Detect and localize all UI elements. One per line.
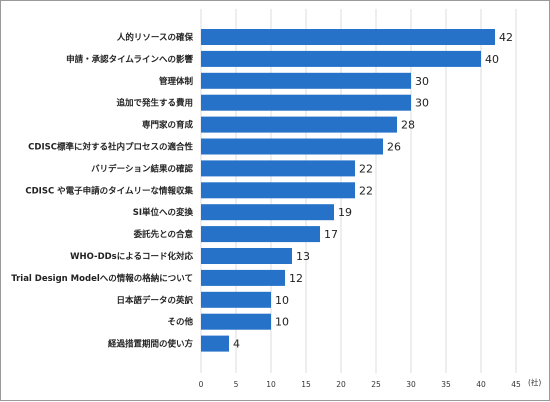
bar: [201, 72, 411, 89]
x-tick-labels: 0 5 10 15 20 25 30 35 40 45: [199, 380, 521, 389]
category-label: 管理体制: [159, 76, 194, 87]
bar: [201, 160, 355, 177]
x-axis-unit-label: (社): [528, 377, 541, 387]
category-label: 専門家の育成: [142, 120, 194, 131]
value-label: 30: [415, 75, 429, 88]
value-label: 10: [275, 316, 289, 329]
value-label: 13: [296, 250, 310, 263]
value-label: 19: [338, 206, 352, 219]
category-label: 申請・承認タイムラインへの影響: [66, 54, 193, 65]
value-label: 22: [359, 184, 373, 197]
category-label: 経過措置期間の使い方: [108, 339, 194, 350]
bar: [201, 226, 320, 243]
bar: [201, 116, 397, 133]
x-tick-label: 5: [234, 380, 239, 389]
category-label: SI単位への変換: [133, 207, 194, 218]
x-tick-label: 35: [441, 380, 451, 389]
bar: [201, 248, 292, 264]
bar: [201, 204, 334, 221]
value-label: 26: [387, 141, 401, 154]
x-tick-label: 45: [511, 380, 521, 389]
category-label: Trial Design Modelへの情報の格納について: [11, 273, 193, 284]
bar: [201, 291, 271, 308]
x-tick-label: 40: [476, 380, 486, 389]
value-label: 12: [289, 272, 303, 285]
x-tick-label: 30: [406, 380, 416, 389]
category-label: 追加で発生する費用: [116, 98, 193, 109]
category-labels: 人的リソースの確保申請・承認タイムラインへの影響管理体制追加で発生する費用専門家…: [11, 32, 193, 350]
category-label: CDISC や電子申請のタイムリーな情報収集: [25, 185, 193, 196]
bar: [201, 313, 271, 330]
bar: [201, 50, 481, 67]
value-label: 28: [401, 119, 415, 132]
category-label: その他: [167, 317, 193, 328]
x-tick-label: 25: [371, 380, 381, 389]
bar: [201, 94, 411, 111]
bar: [201, 335, 229, 352]
bar: [201, 29, 495, 45]
value-label: 22: [359, 162, 373, 175]
bars: [201, 29, 495, 352]
x-tick-label: 20: [336, 380, 346, 389]
value-label: 40: [485, 53, 499, 66]
bar: [201, 182, 355, 199]
value-label: 42: [499, 31, 513, 44]
category-label: CDISC標準に対する社内プロセスの適合性: [28, 142, 193, 153]
value-label: 17: [324, 228, 338, 241]
category-label: 委託先との合意: [133, 229, 194, 240]
value-label: 10: [275, 294, 289, 307]
category-label: 日本語データの英訳: [116, 295, 193, 306]
x-tick-label: 10: [266, 380, 276, 389]
category-label: 人的リソースの確保: [117, 32, 194, 43]
bar: [201, 269, 285, 286]
value-label: 30: [415, 97, 429, 110]
bar: [201, 138, 383, 155]
x-tick-label: 0: [199, 380, 204, 389]
category-label: WHO-DDsによるコード化対応: [70, 251, 193, 262]
value-label: 4: [233, 338, 240, 351]
x-tick-label: 15: [301, 380, 311, 389]
category-label: バリデーション結果の確認: [91, 163, 193, 174]
